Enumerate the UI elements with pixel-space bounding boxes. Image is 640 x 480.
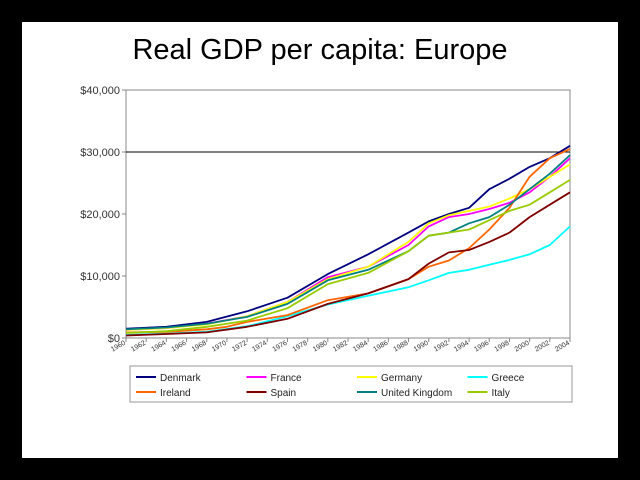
x-tick-label: 1992 (433, 340, 450, 354)
legend-label-greece: Greece (492, 373, 525, 384)
x-tick-label: 1978 (292, 340, 309, 354)
series-line-denmark (125, 145, 571, 330)
x-tick-label: 1976 (271, 340, 288, 354)
slide: Real GDP per capita: Europe $0 $10,000 $20… (22, 22, 618, 458)
x-tick-label: 2002 (534, 340, 551, 354)
x-tick-label: 1988 (393, 340, 410, 354)
x-tick-label: 1962 (130, 340, 147, 354)
x-tick-label: 1980 (312, 340, 329, 354)
x-tick-label: 1964 (150, 340, 167, 354)
legend-box (129, 365, 573, 403)
x-tick-label: 1966 (171, 340, 188, 354)
x-tick-label: 1984 (352, 340, 369, 354)
x-tick-label: 1990 (413, 340, 430, 354)
slide-title: Real GDP per capita: Europe (132, 34, 508, 66)
x-tick-label: 1998 (493, 340, 510, 354)
legend: Denmark France Germany Greece Ireland Spain Un… (129, 365, 573, 403)
y-tick-label: $30,000 (80, 147, 120, 159)
series-line-spain (125, 191, 571, 337)
y-tick-label: $20,000 (80, 209, 120, 221)
y-tick-label: $0 (108, 333, 120, 345)
legend-label-france: France (271, 373, 303, 384)
legend-label-germany: Germany (381, 373, 422, 384)
x-tick-label: 1994 (453, 340, 470, 354)
x-tick-label: 2000 (514, 340, 531, 354)
legend-label-italy: Italy (492, 388, 510, 399)
legend-label-denmark: Denmark (160, 373, 202, 384)
x-tick-label: 2004 (554, 340, 571, 354)
x-tick-label: 1986 (372, 340, 389, 354)
x-tick-label: 1970 (211, 340, 228, 354)
x-tick-label: 1974 (251, 340, 268, 354)
x-tick-label: 1996 (473, 340, 490, 354)
legend-label-ireland: Ireland (160, 388, 191, 399)
x-tick-label: 1982 (332, 340, 349, 354)
series-line-italy (125, 179, 571, 334)
x-tick-label: 1968 (191, 340, 208, 354)
y-tick-label: $10,000 (80, 271, 120, 283)
legend-label-spain: Spain (271, 388, 297, 399)
x-tick-label: 1972 (231, 340, 248, 354)
legend-label-united-kingdom: United Kingdom (381, 388, 452, 399)
y-tick-label: $40,000 (80, 85, 120, 97)
